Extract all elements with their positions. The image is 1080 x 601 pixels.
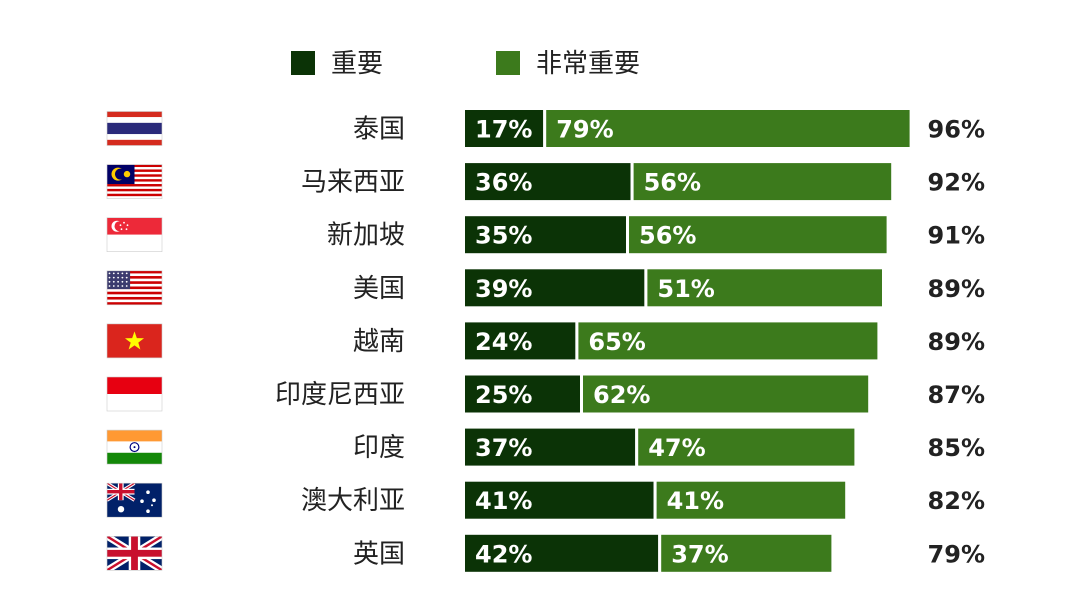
row-vietnam: 越南 24% 65% 89% bbox=[106, 322, 985, 360]
category-label: 马来西亚 bbox=[301, 168, 405, 198]
chart-rows: 泰国 17% 79% 96% 马来西亚 36% 56% 92% 新加坡 35% 56% 91% 美国 39… bbox=[106, 110, 985, 572]
total-label: 96% bbox=[928, 116, 985, 144]
legend-swatch-0 bbox=[291, 51, 315, 75]
usa-flag-icon bbox=[106, 270, 163, 306]
row-australia: 澳大利亚 41% 41% 82% bbox=[106, 481, 985, 519]
bar-value-label: 41% bbox=[667, 487, 724, 515]
australia-flag-icon bbox=[106, 482, 163, 518]
bar-value-label: 65% bbox=[588, 328, 645, 356]
bar-value-label: 17% bbox=[475, 116, 532, 144]
total-label: 82% bbox=[928, 487, 985, 515]
total-label: 79% bbox=[928, 540, 985, 568]
category-label: 印度尼西亚 bbox=[275, 380, 405, 410]
bar-segment-important bbox=[465, 534, 659, 572]
segment-divider bbox=[543, 110, 547, 147]
total-label: 89% bbox=[928, 275, 985, 303]
category-label: 新加坡 bbox=[327, 221, 405, 251]
bar-segment-very-important bbox=[633, 163, 892, 201]
total-label: 92% bbox=[928, 169, 985, 197]
segment-divider bbox=[575, 322, 579, 360]
row-malaysia: 马来西亚 36% 56% 92% bbox=[106, 163, 985, 201]
category-label: 美国 bbox=[353, 274, 405, 304]
india-flag-icon bbox=[106, 429, 163, 465]
segment-divider bbox=[635, 428, 639, 466]
row-uk: 英国 42% 37% 79% bbox=[106, 534, 985, 572]
segment-divider bbox=[653, 481, 657, 519]
bar-segment-important bbox=[465, 163, 631, 201]
bar-segment-important bbox=[465, 269, 645, 307]
row-usa: 美国 39% 51% 89% bbox=[106, 269, 985, 307]
bar-value-label: 56% bbox=[639, 222, 696, 250]
legend-swatch-1 bbox=[496, 51, 520, 75]
bar-value-label: 35% bbox=[475, 222, 532, 250]
category-label: 澳大利亚 bbox=[301, 486, 405, 516]
bar-segment-important bbox=[465, 428, 636, 466]
segment-divider bbox=[644, 269, 648, 307]
row-india: 印度 37% 47% 85% bbox=[106, 428, 985, 466]
bar-value-label: 36% bbox=[475, 169, 532, 197]
bar-value-label: 79% bbox=[556, 116, 613, 144]
total-label: 85% bbox=[928, 434, 985, 462]
bar-segment-very-important bbox=[629, 216, 887, 254]
total-label: 87% bbox=[928, 381, 985, 409]
bar-segment-very-important bbox=[638, 428, 855, 466]
bar-value-label: 25% bbox=[475, 381, 532, 409]
bar-value-label: 47% bbox=[648, 434, 705, 462]
segment-divider bbox=[658, 534, 662, 572]
singapore-flag-icon bbox=[106, 217, 163, 252]
row-singapore: 新加坡 35% 56% 91% bbox=[106, 216, 985, 254]
bar-segment-very-important bbox=[661, 534, 832, 572]
segment-divider bbox=[630, 163, 634, 201]
bar-segment-very-important bbox=[578, 322, 878, 360]
thailand-flag-icon bbox=[106, 111, 163, 146]
category-label: 英国 bbox=[353, 539, 405, 569]
bar-value-label: 24% bbox=[475, 328, 532, 356]
bar-segment-very-important bbox=[656, 481, 846, 519]
bar-segment-important bbox=[465, 110, 544, 147]
category-label: 印度 bbox=[353, 433, 405, 463]
bar-segment-important bbox=[465, 481, 654, 519]
bar-value-label: 56% bbox=[644, 169, 701, 197]
uk-flag-icon bbox=[106, 535, 163, 571]
segment-divider bbox=[580, 375, 583, 413]
bar-segment-very-important bbox=[583, 375, 869, 413]
segment-divider bbox=[626, 216, 629, 254]
bar-value-label: 41% bbox=[475, 487, 532, 515]
legend-label-1: 非常重要 bbox=[536, 49, 640, 79]
legend-label-0: 重要 bbox=[331, 49, 383, 79]
bar-value-label: 62% bbox=[593, 381, 650, 409]
bar-segment-very-important bbox=[546, 110, 910, 147]
malaysia-flag-icon bbox=[106, 164, 163, 199]
bar-value-label: 37% bbox=[475, 434, 532, 462]
bar-segment-important bbox=[465, 375, 580, 413]
bar-value-label: 51% bbox=[657, 275, 714, 303]
bar-segment-very-important bbox=[647, 269, 882, 307]
bar-value-label: 42% bbox=[475, 540, 532, 568]
row-thailand: 泰国 17% 79% 96% bbox=[106, 110, 985, 147]
row-indonesia: 印度尼西亚 25% 62% 87% bbox=[106, 375, 985, 413]
bar-value-label: 39% bbox=[475, 275, 532, 303]
vietnam-flag-icon bbox=[106, 323, 163, 359]
category-label: 泰国 bbox=[353, 115, 405, 145]
bar-segment-important bbox=[465, 216, 626, 254]
total-label: 89% bbox=[928, 328, 985, 356]
indonesia-flag-icon bbox=[106, 376, 163, 412]
legend: 重要 非常重要 bbox=[291, 49, 640, 79]
category-label: 越南 bbox=[353, 327, 405, 357]
total-label: 91% bbox=[928, 222, 985, 250]
bar-value-label: 37% bbox=[671, 540, 728, 568]
bar-segment-important bbox=[465, 322, 576, 360]
